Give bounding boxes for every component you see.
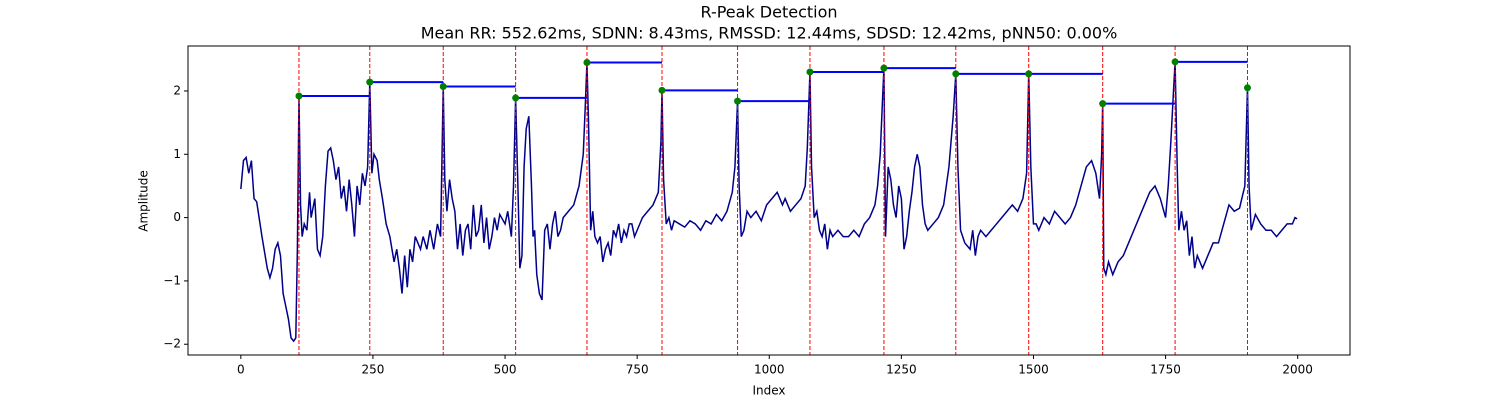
peak-marker (1171, 58, 1179, 66)
chart-title: R-Peak Detection (700, 3, 837, 22)
y-axis-label: Amplitude (137, 170, 151, 232)
peak-marker (583, 58, 591, 66)
chart-subtitle: Mean RR: 552.62ms, SDNN: 8.43ms, RMSSD: … (421, 24, 1118, 43)
y-tick-label: −1 (163, 273, 181, 287)
peak-marker (1243, 84, 1251, 92)
x-tick-label: 2000 (1282, 363, 1313, 377)
signal-line (240, 61, 1298, 343)
peak-marker (806, 68, 814, 76)
peak-marker (439, 83, 447, 91)
y-tick-label: 0 (173, 210, 181, 224)
peak-marker (512, 94, 520, 102)
plot-frame (187, 45, 1351, 356)
peak-marker (658, 86, 666, 94)
peak-marker (880, 64, 888, 72)
x-tick-label: 1750 (1150, 363, 1181, 377)
peak-marker (366, 78, 374, 86)
peak-marker (295, 92, 303, 100)
x-tick-label: 1500 (1018, 363, 1049, 377)
y-tick-label: −2 (163, 337, 181, 351)
peak-marker (1099, 100, 1107, 108)
x-tick-label: 250 (361, 363, 384, 377)
x-tick-label: 750 (626, 363, 649, 377)
x-tick-label: 500 (494, 363, 517, 377)
x-tick-label: 1000 (754, 363, 785, 377)
y-tick-label: 1 (173, 147, 181, 161)
peak-marker (734, 97, 742, 105)
y-tick-label: 2 (173, 83, 181, 97)
x-axis-label: Index (752, 384, 785, 398)
peak-marker (952, 70, 960, 78)
x-tick-label: 0 (237, 363, 245, 377)
x-tick-label: 1250 (886, 363, 917, 377)
peak-marker (1025, 70, 1033, 78)
